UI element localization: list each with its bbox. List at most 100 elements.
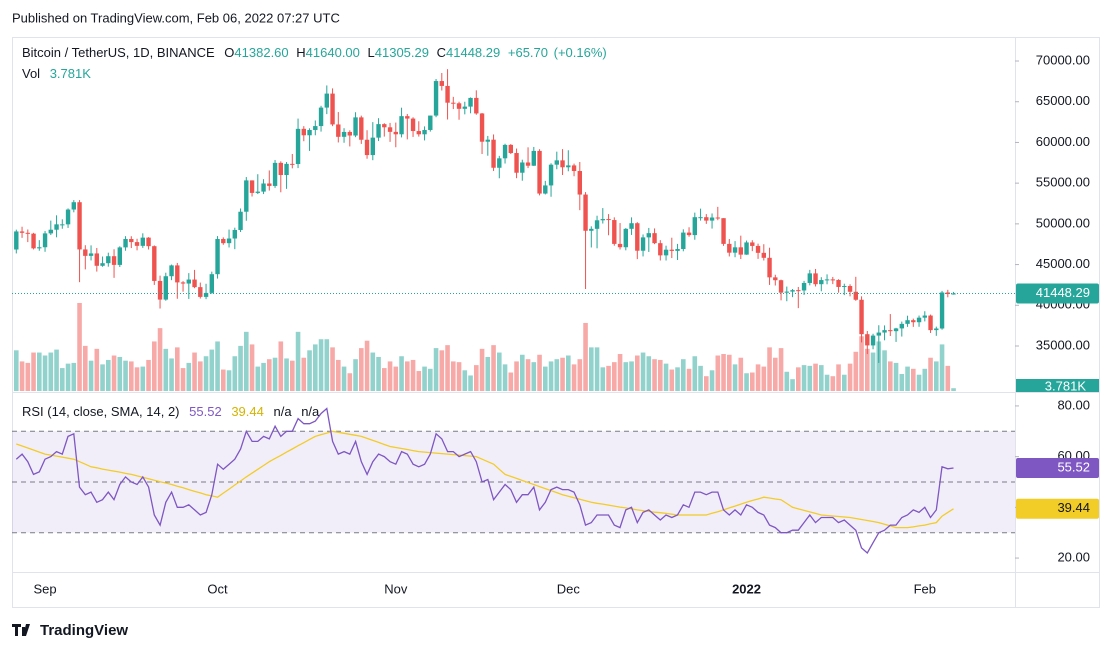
volume-bar (577, 359, 583, 391)
candle-body (899, 323, 904, 329)
candle-body (370, 137, 375, 156)
volume-bar (939, 344, 945, 391)
volume-bar (704, 376, 709, 391)
candle-body (497, 158, 502, 168)
candle-body (71, 202, 76, 210)
candle-body (934, 328, 939, 331)
candle-body (393, 131, 398, 135)
candle-body (169, 265, 174, 277)
volume-bar (732, 364, 738, 391)
candle-body (560, 160, 565, 168)
y-tick-label: 65000.00 (1036, 93, 1090, 108)
candle-body (784, 291, 789, 293)
rsi-band (12, 431, 1015, 533)
candle-body (25, 232, 30, 234)
volume-bar (922, 368, 928, 391)
candle-body (807, 273, 812, 283)
volume-bar (307, 350, 312, 391)
candle-body (468, 97, 473, 107)
candle-body (583, 194, 588, 231)
candle-body (226, 238, 232, 244)
candle-body (623, 228, 628, 248)
candle-body (31, 233, 36, 249)
volume-bar (474, 365, 479, 391)
volume-bar (870, 352, 876, 391)
volume-bar (83, 345, 88, 391)
volume-bar (761, 366, 767, 391)
candle-body (537, 150, 542, 194)
candle-body (83, 249, 88, 256)
candle-body (911, 320, 916, 323)
volume-bar (48, 352, 54, 391)
volume-bar (301, 357, 307, 391)
volume-bar (520, 354, 525, 391)
candle-body (37, 247, 42, 249)
volume-bar (807, 365, 813, 391)
candle-body (606, 219, 611, 221)
volume-bar (387, 361, 393, 391)
candle-body (589, 228, 594, 231)
volume-bar (755, 364, 761, 391)
rsi-line (16, 430, 954, 529)
volume-bar (709, 370, 715, 391)
volume-bar (60, 368, 65, 391)
x-tick-label: 2022 (732, 581, 761, 596)
candle-body (364, 139, 370, 156)
volume-bar (255, 366, 261, 391)
volume-bar (951, 388, 956, 391)
volume-bar (589, 347, 594, 391)
volume-bar (681, 359, 686, 391)
na-label: n/a (273, 404, 292, 419)
candle-body (525, 162, 531, 166)
volume-bar (842, 374, 847, 391)
brand-logo: TradingView (12, 622, 128, 639)
volume-bar (295, 331, 301, 391)
candle-body (646, 233, 651, 238)
volume-bar (658, 359, 663, 391)
volume-bar (548, 361, 554, 391)
candle-body (48, 229, 53, 234)
volume-bar (336, 359, 341, 391)
candle-body (290, 163, 295, 165)
volume-bar (744, 373, 749, 391)
candle-body (750, 242, 755, 246)
volume-bar (646, 356, 652, 391)
volume-bar (25, 362, 31, 391)
candle-body (554, 160, 559, 165)
candle-body (600, 219, 605, 221)
volume-bar (278, 341, 284, 391)
candle-body (163, 276, 168, 300)
volume-bar (686, 368, 692, 391)
candle-body (456, 103, 462, 109)
candle-body (106, 256, 111, 264)
candle-body (134, 242, 140, 246)
volume-bar (14, 350, 19, 391)
candle-body (865, 334, 870, 346)
candle-body (100, 263, 105, 266)
volume-bar (410, 359, 416, 391)
volume-bar (169, 358, 174, 391)
candle-body (916, 317, 922, 323)
candle-body (180, 282, 186, 284)
volume-bar (502, 364, 508, 391)
candle-body (255, 191, 260, 193)
volume-bar (583, 322, 588, 391)
candle-body (117, 247, 122, 265)
x-tick-label: Nov (384, 581, 408, 596)
volume-bar (911, 368, 916, 391)
candle-body (882, 330, 887, 333)
candle-body (836, 279, 841, 287)
candle-body (652, 233, 657, 244)
y-tick-label: 55000.00 (1036, 175, 1090, 190)
candle-body (658, 243, 663, 256)
candle-body (318, 107, 324, 127)
candle-body (767, 257, 772, 278)
rsi-value: 55.52 (189, 404, 222, 419)
candle-body (790, 290, 795, 292)
sma-value: 39.44 (231, 404, 264, 419)
candle-body (531, 150, 536, 166)
volume-bar (451, 361, 456, 391)
candle-body (203, 292, 209, 297)
candle-body (186, 279, 191, 284)
